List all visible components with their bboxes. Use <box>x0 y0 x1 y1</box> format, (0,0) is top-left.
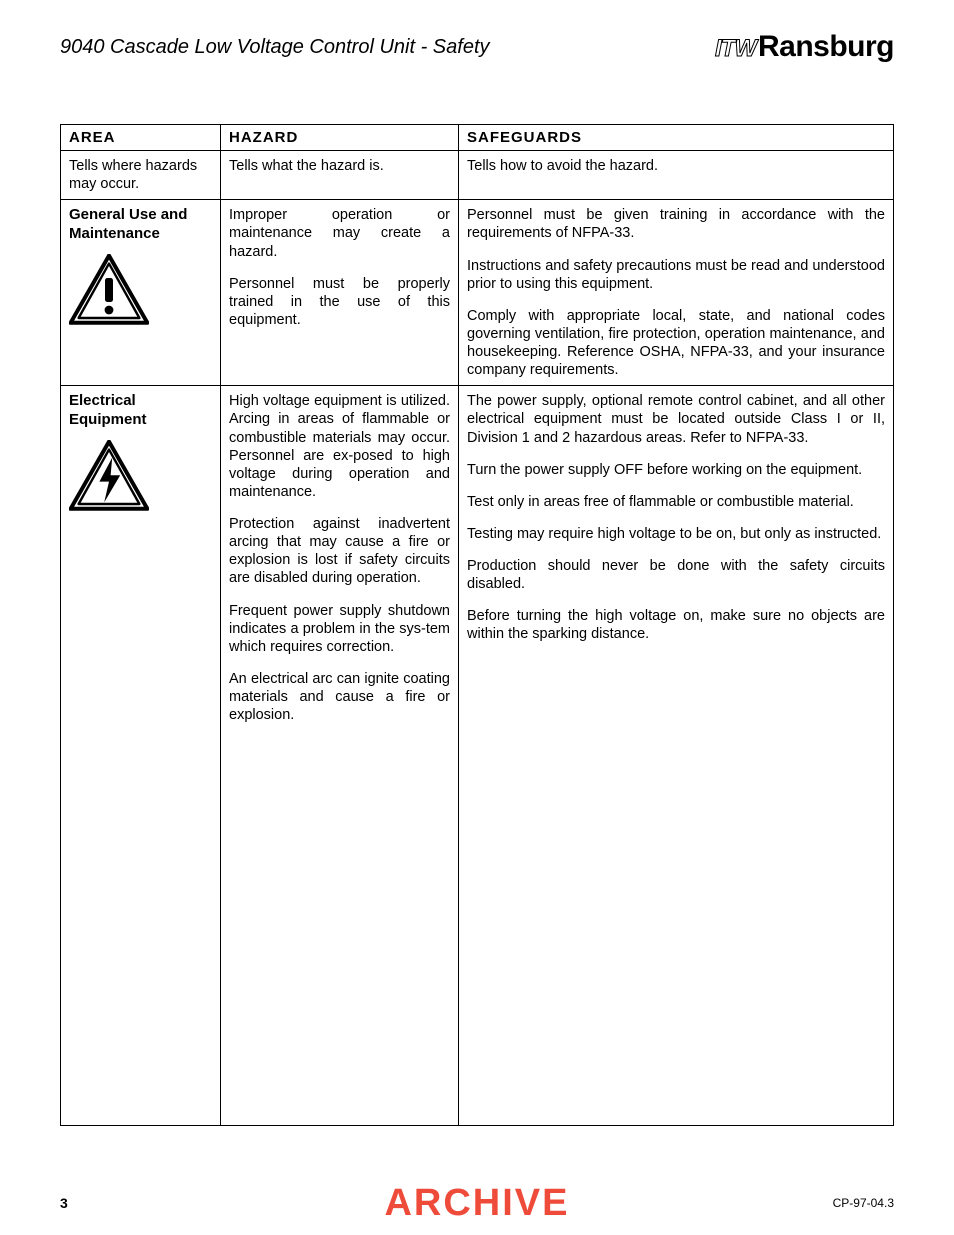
safeguard-cell: Personnel must be given training in acco… <box>459 200 894 386</box>
page-number: 3 <box>60 1195 68 1211</box>
hazard-table: AREA HAZARD SAFEGUARDS Tells where hazar… <box>60 124 894 1126</box>
hazard-para: Frequent power supply shutdown indicates… <box>229 602 450 656</box>
table-row: General Use and Maintenance Improper ope… <box>61 200 894 386</box>
page-footer: 3 ARCHIVE CP-97-04.3 <box>60 1195 894 1211</box>
area-cell: Electrical Equipment <box>61 386 221 1126</box>
hazard-para: An electrical arc can ignite coat­ing ma… <box>229 670 450 724</box>
table-header-row: AREA HAZARD SAFEGUARDS <box>61 125 894 151</box>
archive-watermark: ARCHIVE <box>384 1182 569 1225</box>
table-row: Electrical Equipment High voltage equipm… <box>61 386 894 1126</box>
subhead-area: Tells where hazards may occur. <box>61 151 221 200</box>
area-cell: General Use and Maintenance <box>61 200 221 386</box>
safeguard-para: Production should never be done with the… <box>467 557 885 593</box>
document-title: 9040 Cascade Low Voltage Control Unit - … <box>60 36 490 59</box>
hazard-cell: Improper operation or maintenance may cr… <box>221 200 459 386</box>
brand-logo: ITW Ransburg <box>715 30 894 64</box>
safeguard-para: Test only in areas free of flammable or … <box>467 493 885 511</box>
safeguard-para: Turn the power supply OFF before working… <box>467 461 885 479</box>
warning-triangle-icon <box>69 254 149 326</box>
hazard-para: Personnel must be properly trained in th… <box>229 275 450 329</box>
safeguard-para: Instructions and safety precautions must… <box>467 257 885 293</box>
table-subhead-row: Tells where hazards may occur. Tells wha… <box>61 151 894 200</box>
document-code: CP-97-04.3 <box>833 1196 894 1210</box>
hazard-para: Improper operation or maintenance may cr… <box>229 206 450 260</box>
col-area: AREA <box>61 125 221 151</box>
col-safeguards: SAFEGUARDS <box>459 125 894 151</box>
safeguard-para: Before turning the high voltage on, make… <box>467 607 885 643</box>
area-label: General Use and Maintenance <box>69 206 212 244</box>
safeguard-cell: The power supply, optional remote contro… <box>459 386 894 1126</box>
hazard-cell: High voltage equipment is uti­lized. Arc… <box>221 386 459 1126</box>
safeguard-para: The power supply, optional remote contro… <box>467 392 885 446</box>
col-hazard: HAZARD <box>221 125 459 151</box>
subhead-safeguards: Tells how to avoid the hazard. <box>459 151 894 200</box>
hazard-para: High voltage equipment is uti­lized. Arc… <box>229 392 450 501</box>
subhead-hazard: Tells what the hazard is. <box>221 151 459 200</box>
safeguard-para: Personnel must be given training in acco… <box>467 206 885 242</box>
electrical-triangle-icon <box>69 440 149 512</box>
safeguard-para: Comply with appropriate local, state, an… <box>467 307 885 380</box>
area-label: Electrical Equipment <box>69 392 212 430</box>
safeguard-para: Testing may require high voltage to be o… <box>467 525 885 543</box>
hazard-para: Protection against inadvertent arcing th… <box>229 515 450 588</box>
page-header: 9040 Cascade Low Voltage Control Unit - … <box>60 30 894 64</box>
brand-itw-text: ITW <box>715 35 756 63</box>
brand-name-text: Ransburg <box>758 30 894 64</box>
